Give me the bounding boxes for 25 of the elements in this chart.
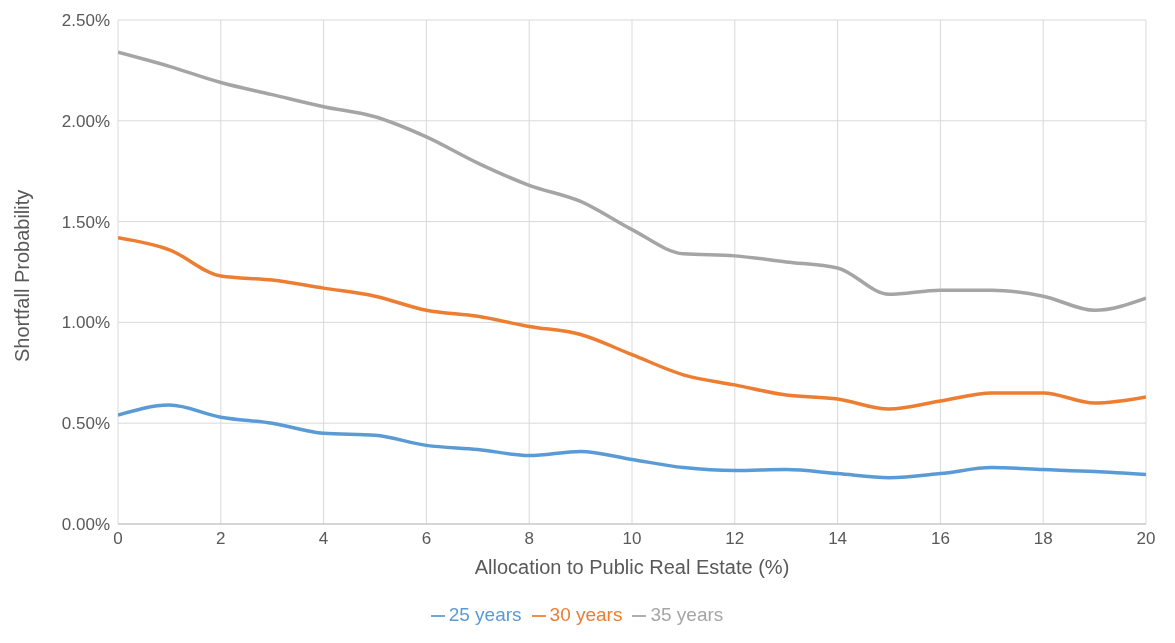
x-tick-label: 20 [1136, 529, 1156, 549]
y-tick-label: 0.50% [61, 414, 110, 434]
line-series [118, 403, 1146, 480]
legend-label: 25 years [448, 604, 522, 625]
x-tick-label: 6 [421, 529, 432, 549]
x-tick-label: 16 [930, 529, 950, 549]
y-tick-label: 1.00% [61, 313, 110, 333]
x-tick-label: 12 [725, 529, 745, 549]
x-tick-label: 14 [828, 529, 848, 549]
line-series [118, 235, 1146, 411]
y-tick-label: 2.00% [61, 111, 110, 131]
x-tick-label: 0 [113, 529, 123, 549]
line-series [118, 50, 1146, 313]
x-tick-label: 10 [622, 529, 642, 549]
y-tick-label: 0.00% [61, 515, 110, 535]
legend-label: 30 years [549, 604, 623, 625]
x-tick-label: 18 [1033, 529, 1053, 549]
y-tick-label: 1.50% [61, 212, 110, 232]
x-tick-label: 4 [318, 529, 329, 549]
y-tick-label: 2.50% [61, 11, 110, 31]
x-tick-label: 2 [216, 529, 226, 549]
y-axis-title: Shortfall Probability [11, 189, 34, 362]
x-axis-title: Allocation to Public Real Estate (%) [474, 556, 790, 578]
x-tick-label: 8 [524, 529, 534, 549]
legend-label: 35 years [650, 604, 724, 625]
